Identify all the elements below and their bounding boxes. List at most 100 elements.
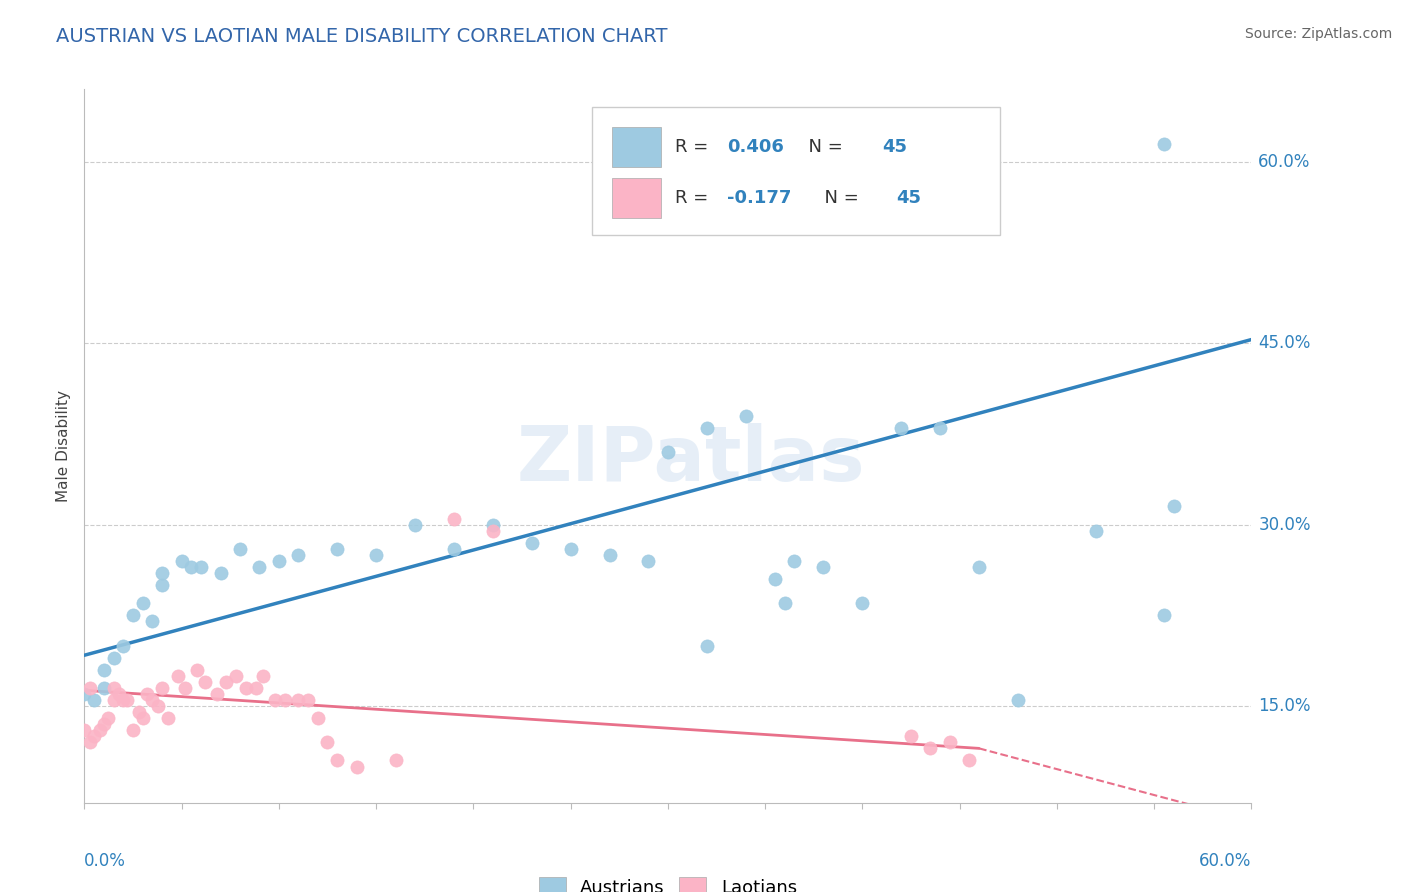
Point bbox=[73, 687, 96, 701]
Text: 45.0%: 45.0% bbox=[1258, 334, 1310, 352]
Point bbox=[174, 681, 197, 695]
Point bbox=[205, 687, 228, 701]
Point bbox=[560, 541, 582, 556]
Point bbox=[79, 735, 101, 749]
Text: ZIPatlas: ZIPatlas bbox=[517, 424, 866, 497]
Point bbox=[851, 596, 873, 610]
Point bbox=[156, 711, 179, 725]
Point bbox=[141, 615, 163, 629]
Point bbox=[696, 421, 718, 435]
Point bbox=[657, 445, 679, 459]
Point bbox=[957, 754, 980, 768]
Point bbox=[900, 729, 922, 743]
Point bbox=[122, 608, 145, 623]
Point bbox=[180, 560, 202, 574]
FancyBboxPatch shape bbox=[612, 128, 661, 167]
Point bbox=[890, 421, 912, 435]
Point bbox=[967, 560, 990, 574]
Text: Source: ZipAtlas.com: Source: ZipAtlas.com bbox=[1244, 27, 1392, 41]
Point bbox=[247, 560, 270, 574]
Point bbox=[229, 541, 252, 556]
Point bbox=[83, 693, 105, 707]
Point bbox=[103, 681, 125, 695]
Point bbox=[773, 596, 796, 610]
Point bbox=[115, 693, 138, 707]
Point bbox=[79, 681, 101, 695]
Point bbox=[273, 693, 295, 707]
Point bbox=[481, 524, 505, 538]
Point bbox=[920, 741, 942, 756]
Point bbox=[215, 674, 238, 689]
Point bbox=[112, 693, 135, 707]
Point bbox=[264, 693, 287, 707]
Point bbox=[132, 711, 155, 725]
Point bbox=[939, 735, 962, 749]
Text: 0.406: 0.406 bbox=[727, 138, 785, 156]
Text: 45: 45 bbox=[883, 138, 908, 156]
Point bbox=[135, 687, 157, 701]
Point bbox=[1153, 608, 1175, 623]
Point bbox=[783, 554, 806, 568]
Text: N =: N = bbox=[797, 138, 849, 156]
Point bbox=[599, 548, 621, 562]
Point bbox=[245, 681, 267, 695]
Point bbox=[252, 669, 274, 683]
Point bbox=[443, 511, 465, 525]
Point bbox=[150, 681, 173, 695]
Point bbox=[150, 566, 173, 580]
Point bbox=[209, 566, 232, 580]
Point bbox=[297, 693, 319, 707]
Point bbox=[287, 693, 309, 707]
Point bbox=[97, 711, 120, 725]
Text: 0.0%: 0.0% bbox=[84, 852, 127, 870]
Point bbox=[73, 723, 96, 738]
Legend: Austrians, Laotians: Austrians, Laotians bbox=[531, 870, 804, 892]
Point bbox=[1084, 524, 1107, 538]
Point bbox=[103, 650, 125, 665]
Point bbox=[122, 723, 145, 738]
Point bbox=[346, 759, 368, 773]
Point bbox=[696, 639, 718, 653]
FancyBboxPatch shape bbox=[592, 107, 1001, 235]
Point bbox=[1163, 500, 1185, 514]
Point bbox=[637, 554, 659, 568]
Text: AUSTRIAN VS LAOTIAN MALE DISABILITY CORRELATION CHART: AUSTRIAN VS LAOTIAN MALE DISABILITY CORR… bbox=[56, 27, 668, 45]
Text: 60.0%: 60.0% bbox=[1258, 153, 1310, 170]
Text: 30.0%: 30.0% bbox=[1258, 516, 1310, 533]
Point bbox=[83, 729, 105, 743]
Point bbox=[128, 705, 150, 719]
Point bbox=[93, 681, 115, 695]
Point bbox=[235, 681, 257, 695]
Point bbox=[186, 663, 208, 677]
Point bbox=[734, 409, 756, 423]
Text: R =: R = bbox=[675, 138, 714, 156]
Point bbox=[287, 548, 309, 562]
Point bbox=[366, 548, 388, 562]
Text: 15.0%: 15.0% bbox=[1258, 697, 1310, 715]
Text: 60.0%: 60.0% bbox=[1199, 852, 1251, 870]
Point bbox=[108, 687, 131, 701]
Text: N =: N = bbox=[813, 189, 865, 207]
Point bbox=[481, 517, 505, 532]
Point bbox=[194, 674, 217, 689]
Point bbox=[929, 421, 952, 435]
Y-axis label: Male Disability: Male Disability bbox=[56, 390, 72, 502]
Text: -0.177: -0.177 bbox=[727, 189, 792, 207]
Point bbox=[267, 554, 290, 568]
Point bbox=[103, 693, 125, 707]
Point bbox=[326, 541, 349, 556]
Point bbox=[190, 560, 212, 574]
Point bbox=[326, 754, 349, 768]
Point bbox=[384, 754, 406, 768]
Point bbox=[170, 554, 193, 568]
Point bbox=[141, 693, 163, 707]
Point bbox=[93, 663, 115, 677]
Point bbox=[112, 639, 135, 653]
Point bbox=[520, 535, 543, 549]
Point bbox=[132, 596, 155, 610]
Point bbox=[89, 723, 111, 738]
Point bbox=[1153, 136, 1175, 151]
Point bbox=[443, 541, 465, 556]
Point bbox=[150, 578, 173, 592]
Point bbox=[93, 717, 115, 731]
